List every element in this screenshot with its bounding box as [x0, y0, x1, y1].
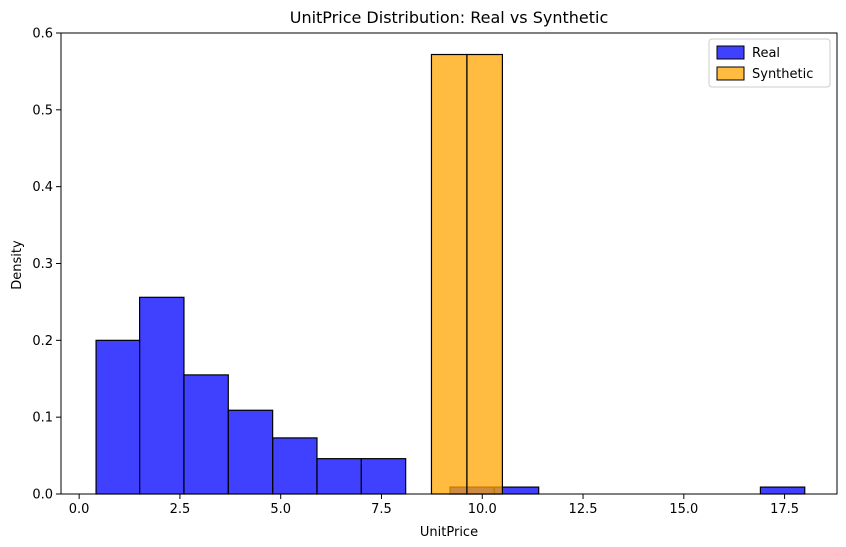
legend-label-synthetic: Synthetic	[752, 67, 813, 82]
y-tick-label: 0.0	[32, 488, 53, 503]
x-tick-label: 15.0	[669, 502, 698, 517]
y-axis: 0.0 0.1 0.2 0.3 0.4 0.5 0.6	[32, 27, 61, 503]
bar-real-0	[95, 339, 141, 495]
y-tick-label: 0.1	[32, 411, 53, 426]
y-tick-label: 0.4	[32, 180, 53, 195]
bar-real-2	[183, 374, 229, 495]
bar-synthetic-0	[430, 53, 468, 495]
y-tick-label: 0.6	[32, 27, 53, 42]
y-axis-label: Density	[10, 240, 25, 290]
bar-real-6	[360, 458, 407, 495]
y-tick-label: 0.2	[32, 334, 53, 349]
x-tick-label: 0.0	[69, 502, 90, 517]
x-axis-label: UnitPrice	[420, 525, 478, 540]
plot-area	[60, 32, 838, 495]
bar-real-10	[759, 486, 806, 495]
x-tick-label: 10.0	[468, 502, 497, 517]
bar-real-3	[227, 409, 274, 495]
x-axis: 0.0 2.5 5.0 7.5 10.0 12.5 15.0 17.5	[69, 494, 799, 517]
chart-title: UnitPrice Distribution: Real vs Syntheti…	[290, 8, 609, 27]
bar-real-4	[272, 437, 318, 495]
x-tick-label: 7.5	[371, 502, 392, 517]
y-tick-label: 0.5	[32, 103, 53, 118]
bar-real-5	[316, 458, 362, 495]
bar-real-1	[139, 296, 185, 495]
legend-label-real: Real	[752, 46, 780, 61]
x-tick-label: 17.5	[770, 502, 799, 517]
x-tick-label: 2.5	[170, 502, 191, 517]
y-tick-label: 0.3	[32, 257, 53, 272]
bar-synthetic-1	[466, 53, 504, 495]
legend-swatch-synthetic	[716, 66, 745, 81]
legend: Real Synthetic	[708, 38, 831, 88]
x-tick-label: 5.0	[270, 502, 291, 517]
legend-swatch-real	[716, 45, 745, 60]
x-tick-label: 12.5	[569, 502, 598, 517]
